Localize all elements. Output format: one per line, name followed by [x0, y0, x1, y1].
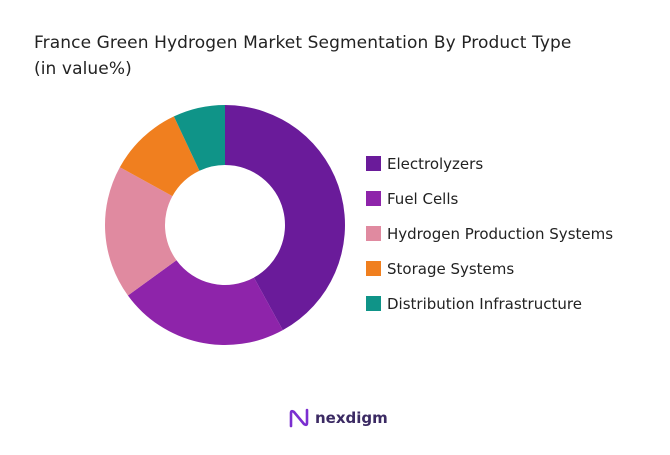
legend-swatch [366, 261, 381, 276]
chart-title-line2: (in value%) [34, 59, 132, 79]
legend-item-electrolyzers: Electrolyzers [366, 146, 613, 181]
donut-slice-storage-systems [119, 116, 200, 197]
legend-label: Distribution Infrastructure [387, 294, 582, 313]
legend-item-storage-systems: Storage Systems [366, 251, 613, 286]
nexdigm-logo-icon [289, 408, 309, 428]
legend-swatch [366, 191, 381, 206]
donut-slice-electrolyzers [225, 105, 346, 331]
donut-chart [104, 105, 346, 345]
donut-slice-hydrogen-production-systems [104, 167, 177, 296]
donut-slice-fuel-cells [127, 260, 283, 345]
legend-label: Storage Systems [387, 259, 515, 278]
chart-title-line1: France Green Hydrogen Market Segmentatio… [34, 33, 572, 53]
legend-swatch [366, 156, 381, 171]
chart-title: France Green Hydrogen Market Segmentatio… [34, 30, 644, 82]
chart-legend: Electrolyzers Fuel Cells Hydrogen Produc… [366, 146, 613, 321]
legend-item-hydrogen-production-systems: Hydrogen Production Systems [366, 216, 613, 251]
legend-item-distribution-infrastructure: Distribution Infrastructure [366, 286, 613, 321]
brand-name: nexdigm [315, 409, 388, 427]
legend-swatch [366, 226, 381, 241]
legend-item-fuel-cells: Fuel Cells [366, 181, 613, 216]
brand-logo: nexdigm [288, 407, 388, 429]
legend-label: Electrolyzers [387, 154, 484, 173]
donut-slice-distribution-infrastructure [173, 105, 225, 171]
legend-label: Hydrogen Production Systems [387, 224, 614, 243]
legend-label: Fuel Cells [387, 189, 459, 208]
legend-swatch [366, 296, 381, 311]
